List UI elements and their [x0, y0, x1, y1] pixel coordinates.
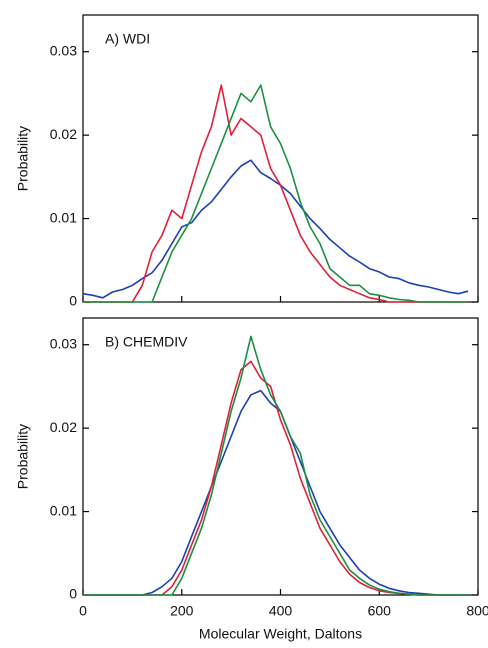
- y-tick-label: 0.03: [50, 335, 77, 351]
- series-line: [83, 389, 469, 596]
- y-tick-label: 0.01: [50, 502, 77, 518]
- x-tick-label: 0: [79, 603, 87, 619]
- x-tick-label: 400: [269, 603, 293, 619]
- series-line: [83, 335, 469, 596]
- y-tick-label: 0.02: [50, 419, 77, 435]
- panel-title: B) CHEMDIV: [105, 334, 188, 350]
- plot-frame: [82, 14, 479, 303]
- x-tick-label: 800: [466, 603, 488, 619]
- x-tick-label: 200: [170, 603, 194, 619]
- series-line: [83, 360, 469, 596]
- y-tick-label: 0.03: [50, 42, 77, 58]
- y-tick-label: 0: [69, 586, 77, 602]
- series-line: [83, 84, 469, 303]
- y-axis-label: Probability: [15, 424, 31, 489]
- series-line: [82, 159, 469, 299]
- y-tick-label: 0: [69, 293, 77, 309]
- x-axis-label: Molecular Weight, Daltons: [199, 626, 362, 642]
- y-tick-label: 0.02: [50, 126, 77, 142]
- y-axis-label: Probability: [15, 126, 31, 191]
- plot-frame: [82, 317, 479, 596]
- panel-title: A) WDI: [105, 31, 150, 47]
- x-tick-label: 600: [368, 603, 392, 619]
- y-tick-label: 0.01: [50, 209, 77, 225]
- series-line: [83, 84, 469, 303]
